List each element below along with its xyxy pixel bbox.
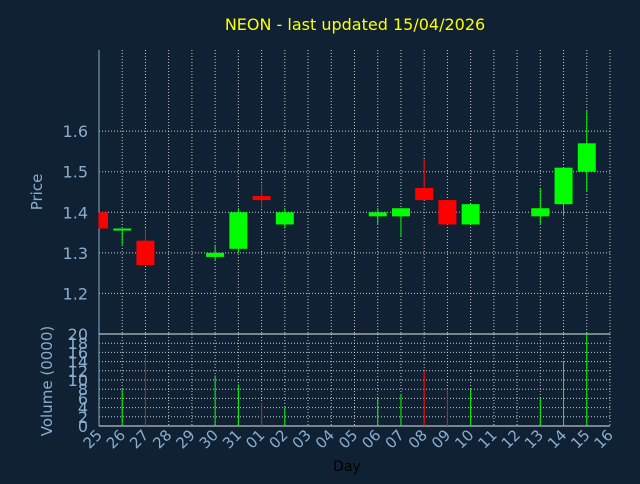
- volume-tick-label: 18: [68, 334, 88, 353]
- volume-tick-label: 10: [68, 371, 88, 390]
- volume-tick-label: 0: [78, 417, 88, 436]
- volume-tick-label: 8: [78, 380, 88, 399]
- candle-body: [531, 208, 550, 217]
- volume-tick-label: 20: [68, 325, 88, 344]
- volume-tick-label: 16: [68, 343, 88, 362]
- price-tick-label: 1.4: [63, 203, 88, 222]
- price-axis-label: Price: [28, 174, 46, 211]
- volume-tick-label: 14: [68, 353, 88, 372]
- candle-body: [113, 228, 132, 231]
- candle-body: [438, 200, 457, 225]
- volume-tick-label: 2: [78, 408, 88, 427]
- price-axes: [98, 50, 610, 335]
- volume-tick-label: 6: [78, 389, 88, 408]
- volume-axis-label: Volume (0000): [38, 326, 56, 436]
- x-tick-labels: 2526272829303101020304050607080910111213…: [80, 426, 617, 452]
- price-tick-label: 1.6: [63, 122, 88, 141]
- price-tick-label: 1.2: [63, 284, 88, 303]
- x-tick-label: 16: [591, 426, 617, 452]
- candles: [98, 110, 596, 266]
- volume-axes: [98, 334, 610, 427]
- candle-body: [229, 212, 248, 249]
- volume-tick-label: 4: [78, 399, 88, 418]
- candle-body: [252, 196, 271, 201]
- candle-body: [368, 212, 387, 217]
- candle-body: [275, 212, 294, 225]
- price-grid: [99, 50, 611, 334]
- candle-body: [554, 167, 573, 205]
- price-tick-label: 1.5: [63, 163, 88, 182]
- price-tick-labels: 1.2 1.3 1.4 1.5 1.6: [63, 122, 88, 303]
- volume-grid: [99, 333, 611, 427]
- x-axis-label: Day: [333, 459, 361, 475]
- candle-body: [577, 143, 596, 172]
- price-tick-label: 1.3: [63, 244, 88, 263]
- candle-body: [136, 240, 155, 266]
- candle-body: [461, 204, 480, 225]
- volume-bars: [121, 334, 588, 426]
- candle-body: [415, 187, 434, 201]
- volume-tick-label: 12: [68, 362, 88, 381]
- candle-body: [391, 208, 410, 217]
- candle-body: [99, 212, 108, 229]
- candle-body: [206, 252, 225, 257]
- chart-title: NEON - last updated 15/04/2026: [225, 15, 485, 34]
